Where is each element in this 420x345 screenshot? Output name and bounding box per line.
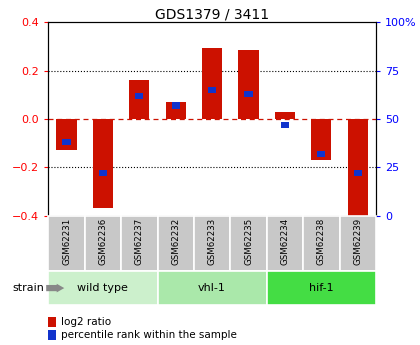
Bar [63, 139, 71, 145]
Title: GDS1379 / 3411: GDS1379 / 3411 [155, 7, 269, 21]
Bar [239, 50, 259, 119]
Text: GSM62239: GSM62239 [353, 218, 362, 265]
Bar [93, 119, 113, 208]
Bar [48, 271, 158, 305]
Bar [208, 87, 216, 93]
Text: GSM62231: GSM62231 [62, 218, 71, 265]
Bar [85, 216, 121, 271]
Bar [57, 119, 76, 150]
Text: strain: strain [12, 283, 44, 293]
Text: percentile rank within the sample: percentile rank within the sample [61, 330, 237, 340]
Text: vhl-1: vhl-1 [198, 283, 226, 293]
Bar [194, 216, 230, 271]
Bar [158, 271, 267, 305]
Bar [230, 216, 267, 271]
Text: GSM62236: GSM62236 [98, 218, 108, 265]
Text: GSM62234: GSM62234 [281, 218, 289, 265]
Bar [339, 216, 376, 271]
Bar [135, 93, 143, 99]
Bar [202, 48, 222, 119]
Text: wild type: wild type [77, 283, 129, 293]
Bar [267, 216, 303, 271]
Bar [244, 91, 252, 97]
Bar [275, 112, 295, 119]
Bar [172, 102, 180, 109]
Bar [121, 216, 158, 271]
Bar [267, 271, 376, 305]
Text: GSM62237: GSM62237 [135, 218, 144, 265]
Text: GSM62235: GSM62235 [244, 218, 253, 265]
Bar [317, 151, 326, 157]
Bar [48, 216, 85, 271]
Text: hif-1: hif-1 [309, 283, 333, 293]
Text: GSM62233: GSM62233 [207, 218, 217, 265]
Bar [99, 170, 107, 176]
Bar [303, 216, 339, 271]
Bar [354, 170, 362, 176]
Bar [281, 122, 289, 128]
Text: GSM62232: GSM62232 [171, 218, 180, 265]
Bar [165, 102, 186, 119]
Bar [348, 119, 368, 220]
Bar [311, 119, 331, 160]
Text: GSM62238: GSM62238 [317, 218, 326, 265]
Bar [158, 216, 194, 271]
Text: log2 ratio: log2 ratio [61, 317, 111, 327]
Bar [129, 80, 150, 119]
